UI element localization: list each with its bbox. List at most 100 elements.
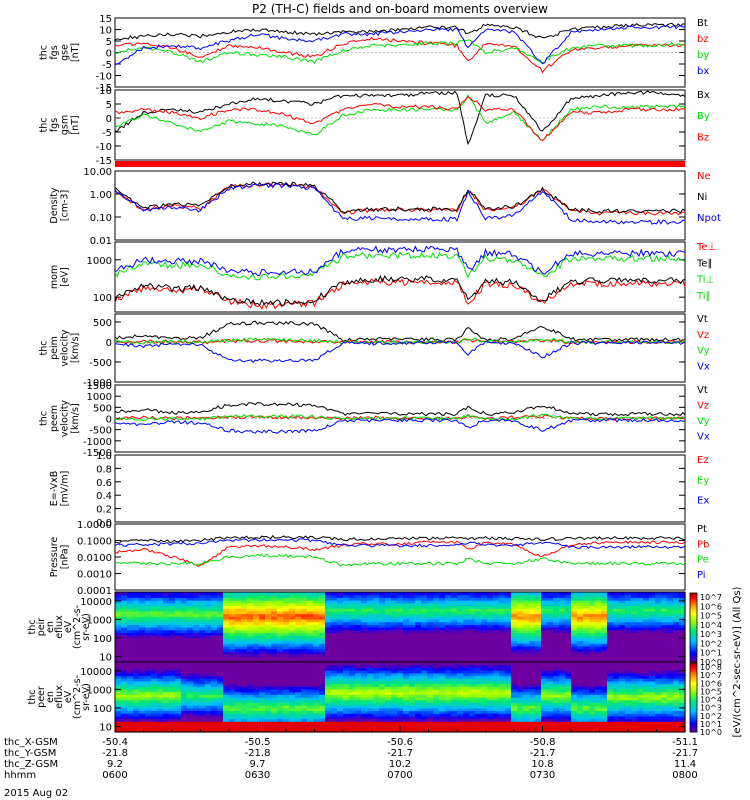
spectrogram-cell (601, 618, 608, 623)
spectrogram-cell (463, 715, 470, 720)
legend-efield: Ez (697, 455, 709, 466)
spectrogram-cell (409, 608, 416, 612)
spectrogram-cell (619, 602, 626, 607)
spectrogram-cell (163, 629, 170, 633)
spectrogram-cell (565, 702, 572, 706)
spectrogram-cell (253, 723, 260, 728)
spectrogram-cell (631, 702, 638, 706)
spectrogram-cell (505, 610, 512, 615)
spectrogram-cell (457, 632, 464, 636)
spectrogram-cell (325, 675, 332, 679)
spectrogram-cell (637, 702, 644, 706)
spectrogram-cell (577, 648, 584, 652)
spectrogram-cell (283, 664, 290, 668)
spectrogram-cell (175, 718, 182, 722)
spectrogram-cell (277, 723, 284, 728)
spectrogram-cell (553, 624, 560, 628)
spectrogram-cell (403, 608, 410, 612)
spectrogram-cell (253, 702, 260, 706)
spectrogram-cell (397, 662, 404, 666)
spectrogram-cell (349, 643, 356, 647)
spectrogram-cell (463, 635, 470, 639)
spectrogram-cell (541, 686, 548, 690)
spectrogram-cell (199, 683, 206, 687)
spectrogram-cell (445, 662, 452, 666)
spectrogram-cell (175, 705, 182, 709)
spectrogram-cell (571, 635, 578, 639)
spectrogram-cell (517, 688, 524, 693)
spectrogram-cell (115, 715, 122, 720)
spectrogram-cell (373, 629, 380, 633)
spectrogram-cell (187, 697, 194, 701)
spectrogram-cell (325, 726, 332, 730)
spectrogram-cell (457, 683, 464, 687)
spectrogram-cell (481, 613, 488, 617)
spectrogram-cell (235, 680, 242, 685)
spectrogram-cell (295, 683, 302, 687)
spectrogram-cell (157, 643, 164, 647)
spectrogram-cell (235, 656, 242, 660)
spectrogram-cell (139, 600, 146, 604)
spectrogram-cell (499, 721, 506, 725)
spectrogram-cell (475, 632, 482, 636)
spectrogram-cell (331, 629, 338, 633)
spectrogram-cell (385, 715, 392, 720)
spectrogram-cell (403, 640, 410, 644)
spectrogram-cell (643, 632, 650, 636)
spectrogram-cell (337, 705, 344, 709)
spectrogram-cell (301, 675, 308, 679)
spectrogram-cell (181, 688, 188, 693)
spectrogram-cell (301, 664, 308, 668)
spectrogram-cell (523, 713, 530, 717)
spectrogram-cell (349, 726, 356, 730)
spectrogram-cell (487, 721, 494, 725)
spectrogram-cell (601, 653, 608, 658)
spectrogram-cell (319, 707, 326, 712)
spectrogram-cell (409, 707, 416, 712)
spectrogram-cell (247, 621, 254, 625)
spectrogram-cell (397, 608, 404, 612)
spectrogram-cell (199, 664, 206, 668)
spectrogram-cell (583, 662, 590, 666)
spectrogram-cell (457, 592, 464, 596)
spectrogram-cell (595, 694, 602, 698)
spectrogram-cell (241, 656, 248, 660)
spectrogram-cell (625, 624, 632, 628)
spectrogram-cell (271, 715, 278, 720)
spectrogram-cell (265, 651, 272, 655)
spectrogram-cell (535, 686, 542, 690)
spectrogram-cell (475, 653, 482, 658)
spectrogram-cell (247, 637, 254, 642)
spectrogram-cell (295, 697, 302, 701)
spectrogram-cell (265, 686, 272, 690)
spectrogram-cell (247, 605, 254, 609)
spectrogram-cell (403, 691, 410, 695)
spectrogram-cell (481, 618, 488, 623)
spectrogram-cell (409, 659, 416, 663)
spectrogram-cell (211, 624, 218, 628)
spectrogram-cell (367, 678, 374, 682)
spectrogram-cell (163, 694, 170, 698)
spectrogram-cell (679, 659, 686, 663)
spectrogram-cell (331, 667, 338, 671)
spectrogram-cell (451, 726, 458, 730)
spectrogram-cell (343, 670, 350, 674)
spectrogram-cell (259, 627, 266, 631)
spectrogram-cell (355, 667, 362, 671)
spectrogram-cell (607, 659, 614, 663)
spectrogram-cell (637, 648, 644, 652)
spectrogram-cell (469, 659, 476, 663)
spectrogram-cell (571, 637, 578, 642)
spectrogram-cell (367, 656, 374, 660)
spectrogram-cell (433, 707, 440, 712)
spectrogram-cell (307, 624, 314, 628)
spectrogram-cell (295, 691, 302, 695)
spectrogram-cell (235, 600, 242, 604)
spectrogram-cell (439, 608, 446, 612)
spectrogram-cell (319, 715, 326, 720)
spectrogram-cell (589, 721, 596, 725)
legend-fgs_gse: Bt (697, 18, 708, 29)
spectrogram-cell (145, 678, 152, 682)
spectrogram-cell (619, 643, 626, 647)
spectrogram-cell (547, 651, 554, 655)
